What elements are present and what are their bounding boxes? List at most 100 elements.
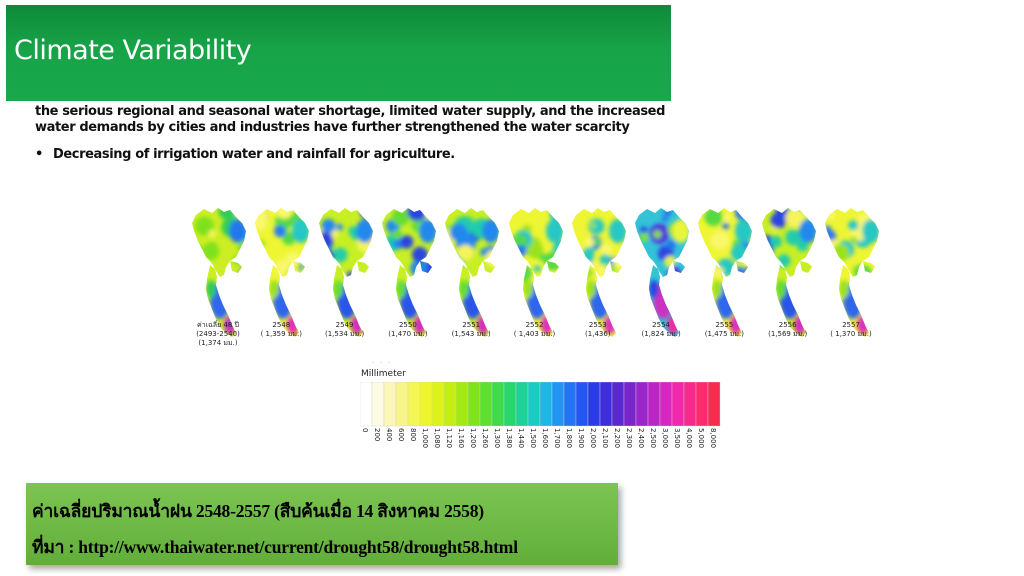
thailand-map-graphic (192, 208, 246, 337)
legend-tick-label: 400 (385, 428, 393, 442)
map-label-line-2: (2493-2540) (196, 330, 240, 338)
legend-swatch-9 (455, 382, 469, 427)
legend-swatch-22 (611, 382, 625, 427)
legend-swatch-19 (575, 382, 589, 427)
rainfall-map-9: 2555 (1,475 มม.) (692, 205, 756, 355)
legend-swatch-1 (360, 382, 373, 427)
map-label-line-2: (1,824 มม.) (641, 330, 681, 338)
legend-tick-label: 8,000 (709, 428, 717, 449)
legend-tick-label: 2,200 (613, 428, 621, 449)
legend-dots: ··· (372, 360, 396, 366)
thailand-map-graphic (445, 208, 500, 337)
thailand-map-graphic (698, 208, 753, 337)
thailand-map-graphic (318, 208, 373, 337)
legend-swatch-4 (395, 382, 409, 427)
legend-swatch-28 (683, 382, 697, 427)
legend-tick-label: 1,380 (505, 428, 513, 449)
map-label-line-2: (1,470 มม.) (388, 330, 428, 338)
thailand-map-graphic (635, 208, 690, 337)
map-label-line-2: (1,569 มม.) (768, 330, 808, 338)
bullet-item: • Decreasing of irrigation water and rain… (35, 147, 675, 163)
rainfall-map-5: 2551 (1,543 มม.) (439, 205, 503, 355)
map-label-line-1: 2557 (842, 321, 860, 329)
millimeter-legend: ··· Millimeter 0 200 400 600 800 1,000 1,080 1,… (356, 360, 730, 450)
rainfall-map-6: 2552( 1,403 มม.) (503, 205, 567, 355)
source-caption: ค่าเฉลี่ยปริมาณน้ำฝน 2548-2557 (สืบค้นเม… (32, 501, 484, 521)
map-label-line-2: ( 1,359 มม.) (260, 330, 302, 338)
legend-swatch-15 (527, 382, 541, 427)
thailand-map-graphic (381, 208, 436, 337)
map-label-line-1: 2552 (525, 321, 544, 329)
legend-tick-label: 1,440 (517, 428, 525, 449)
legend-tick-label: 1,600 (541, 428, 549, 449)
map-label-line-1: 2548 (272, 321, 291, 329)
map-label-line-1: 2555 (715, 321, 734, 329)
legend-tick-label: 1,260 (481, 428, 489, 449)
legend-swatch-23 (623, 382, 637, 427)
rainfall-map-1: ค่าเฉลี่ย 48 ปี (2493-2540) (1,374 มม.) (186, 205, 250, 355)
rainfall-map-7: 2553 (1,436) (566, 205, 630, 355)
legend-tick-label: 3,500 (673, 428, 681, 449)
thailand-map-graphic (571, 208, 626, 337)
legend-swatch-25 (647, 382, 661, 427)
map-label-line-2: (1,475 มม.) (704, 330, 744, 338)
legend-tick-label: 2,000 (589, 428, 597, 449)
slide-title: Climate Variability (14, 35, 252, 66)
legend-swatch-11 (479, 382, 493, 427)
legend-tick-label: 3,000 (661, 428, 669, 449)
legend-swatch-7 (431, 382, 445, 427)
legend-color-bar (360, 382, 721, 427)
legend-tick-label: 1,120 (445, 428, 453, 449)
legend-swatch-8 (443, 382, 457, 427)
legend-swatch-27 (671, 382, 685, 427)
legend-swatch-18 (563, 382, 577, 427)
legend-swatch-26 (659, 382, 673, 427)
legend-tick-label: 600 (397, 428, 405, 442)
rainfall-map-3: 2549 (1,534 มม.) (313, 205, 377, 355)
legend-swatch-10 (467, 382, 481, 427)
thailand-map-graphic (825, 208, 879, 337)
legend-swatch-14 (515, 382, 529, 427)
legend-swatch-12 (491, 382, 505, 427)
rainfall-map-10: 2556 (1,569 มม.) (756, 205, 820, 355)
legend-tick-label: 1,700 (553, 428, 561, 449)
map-label-line-2: ( 1,403 มม.) (513, 330, 556, 338)
map-label-line-1: 2556 (778, 321, 797, 329)
legend-swatch-3 (383, 382, 397, 427)
map-label-line-1: ค่าเฉลี่ย 48 ปี (197, 321, 239, 329)
thailand-map-graphic (508, 208, 563, 337)
rainfall-map-8: 2554 (1,824 มม.) (629, 205, 693, 355)
legend-tick-label: 1,200 (469, 428, 477, 449)
title-bar: Climate Variability (6, 5, 671, 101)
map-label-line-1: 2549 (335, 321, 354, 329)
rainfall-map-11: 2557( 1,370 มม.) (819, 205, 883, 355)
legend-tick-label: 2,300 (625, 428, 633, 449)
source-box: ค่าเฉลี่ยปริมาณน้ำฝน 2548-2557 (สืบค้นเม… (26, 483, 618, 565)
map-label-line-2: ( 1,370 มม.) (830, 330, 872, 338)
thailand-map-graphic (255, 208, 310, 337)
legend-swatch-2 (371, 382, 385, 427)
legend-swatch-6 (419, 382, 433, 427)
rainfall-map-4: 2550 (1,470 มม.) (376, 205, 440, 355)
legend-tick-label: 5,000 (697, 428, 705, 449)
legend-tick-label: 1,000 (421, 428, 429, 449)
legend-tick-label: 200 (373, 428, 381, 442)
legend-tick-label: 0 (361, 428, 369, 433)
map-label-line-1: 2550 (398, 321, 417, 329)
legend-swatch-29 (695, 382, 709, 427)
rainfall-map-2: 2548( 1,359 มม.) (249, 205, 313, 355)
legend-swatch-30 (707, 382, 721, 427)
map-label-line-2: (1,436) (585, 330, 611, 338)
legend-swatch-21 (599, 382, 613, 427)
legend-swatch-16 (539, 382, 553, 427)
legend-swatch-13 (503, 382, 517, 427)
legend-tick-label: 1,080 (433, 428, 441, 449)
legend-title: Millimeter (361, 369, 406, 379)
bullet-text: Decreasing of irrigation water and rainf… (53, 147, 455, 162)
map-label-line-1: 2551 (462, 321, 481, 329)
rainfall-maps: ค่าเฉลี่ย 48 ปี (2493-2540) (1,374 มม.) 254… (186, 205, 880, 355)
legend-tick-label: 4,000 (685, 428, 693, 449)
bullet-marker: • (35, 147, 43, 162)
legend-tick-label: 2,100 (601, 428, 609, 449)
legend-tick-label: 800 (409, 428, 417, 442)
